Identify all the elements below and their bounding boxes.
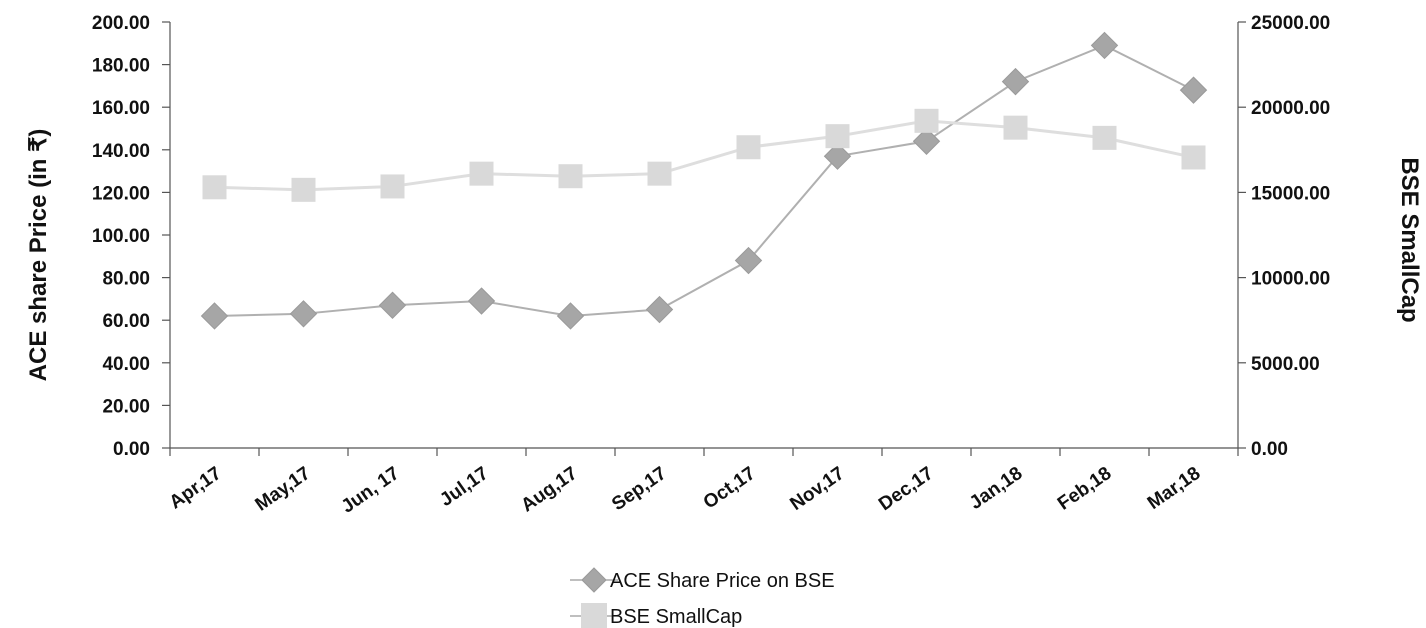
x-tick-label: May,17 [252, 463, 315, 516]
bse-smallcap-point [1003, 115, 1028, 140]
x-tick-label: Sep,17 [608, 463, 670, 515]
y-axis-title: ACE share Price (in ₹) [25, 129, 52, 382]
y-tick-label: 140.00 [92, 141, 150, 162]
chart-axes: 0.00 20.00 40.00 60.00 80.00 100.00 120.00 140.… [92, 13, 1330, 518]
bse-smallcap-point [647, 161, 672, 186]
bse-smallcap-point [825, 124, 850, 149]
ace-price-point [378, 291, 407, 319]
x-tick-label: Dec,17 [875, 463, 937, 515]
y2-axis-title: BSE SmallCap [1396, 157, 1423, 322]
x-tick-label: Mar,18 [1144, 463, 1205, 514]
y-tick-label: 200.00 [92, 13, 150, 34]
bse-smallcap-point [914, 108, 939, 133]
bse-smallcap-line [214, 119, 1194, 192]
ace-price-point [823, 142, 852, 170]
y2-tick-label: 10000.00 [1251, 269, 1330, 290]
ace-price-point [1179, 76, 1208, 104]
bse-smallcap-point [1181, 145, 1206, 170]
ace-price-point [467, 287, 496, 315]
chart-series [200, 31, 1208, 330]
ace-price-point [645, 295, 674, 324]
legend-marker-ace [581, 567, 607, 593]
x-tick-label: Jan,18 [966, 463, 1027, 514]
y-tick-label: 80.00 [102, 269, 150, 290]
x-tick-label: Jun, 17 [338, 463, 404, 518]
y2-tick-label: 5000.00 [1251, 354, 1320, 375]
bse-smallcap-point [736, 135, 761, 160]
x-tick-label: Aug,17 [517, 463, 581, 517]
legend-label-bse: BSE SmallCap [610, 606, 742, 628]
y-tick-label: 0.00 [113, 439, 150, 460]
ace-price-line [214, 44, 1194, 317]
ace-price-point [1001, 67, 1030, 96]
y2-tick-label: 25000.00 [1251, 13, 1330, 34]
y-tick-label: 60.00 [102, 311, 150, 332]
y2-tick-label: 0.00 [1251, 439, 1288, 460]
chart-legend: ACE Share Price on BSE BSE SmallCap [570, 567, 835, 628]
legend-label-ace: ACE Share Price on BSE [610, 570, 835, 592]
ace-price-point [200, 302, 229, 330]
y-tick-label: 160.00 [92, 98, 150, 119]
bse-smallcap-point [202, 175, 227, 200]
bse-smallcap-point [1092, 125, 1117, 150]
bse-smallcap-point [469, 161, 494, 186]
y2-tick-label: 20000.00 [1251, 98, 1330, 119]
y-tick-label: 120.00 [92, 183, 150, 204]
x-tick-label: Oct,17 [700, 463, 760, 514]
ace-price-point [912, 127, 941, 155]
y-tick-label: 180.00 [92, 56, 150, 77]
y-tick-label: 40.00 [102, 354, 150, 375]
legend-marker-bse [581, 603, 607, 628]
bse-smallcap-point [558, 164, 583, 189]
y-tick-label: 100.00 [92, 226, 150, 247]
x-tick-label: Nov,17 [786, 463, 848, 515]
ace-price-point [734, 246, 763, 275]
x-tick-label: Apr,17 [166, 463, 226, 514]
ace-price-point [556, 302, 585, 330]
bse-smallcap-point [291, 177, 316, 202]
x-tick-label: Jul,17 [436, 463, 492, 511]
y-tick-label: 20.00 [102, 396, 150, 417]
bse-smallcap-point [380, 174, 405, 199]
x-tick-label: Feb,18 [1054, 463, 1115, 515]
ace-price-point [1090, 31, 1119, 60]
y2-tick-label: 15000.00 [1251, 183, 1330, 204]
ace-price-point [289, 300, 318, 328]
